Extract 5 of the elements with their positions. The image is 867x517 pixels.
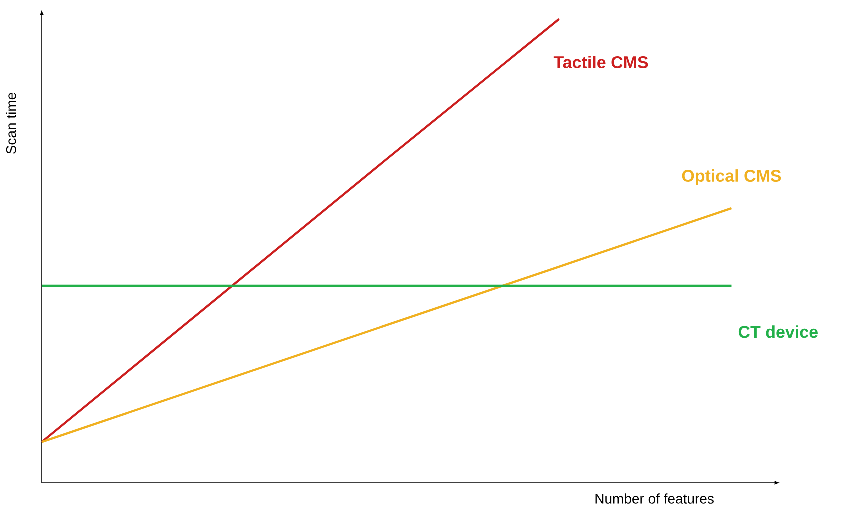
- x-axis-title: Number of features: [596, 494, 714, 504]
- series-label: Tactile CMS: [554, 56, 648, 69]
- text: CT device: [738, 326, 818, 338]
- y-axis-title: Scan time: [6, 93, 16, 154]
- series-label: Optical CMS: [682, 170, 782, 186]
